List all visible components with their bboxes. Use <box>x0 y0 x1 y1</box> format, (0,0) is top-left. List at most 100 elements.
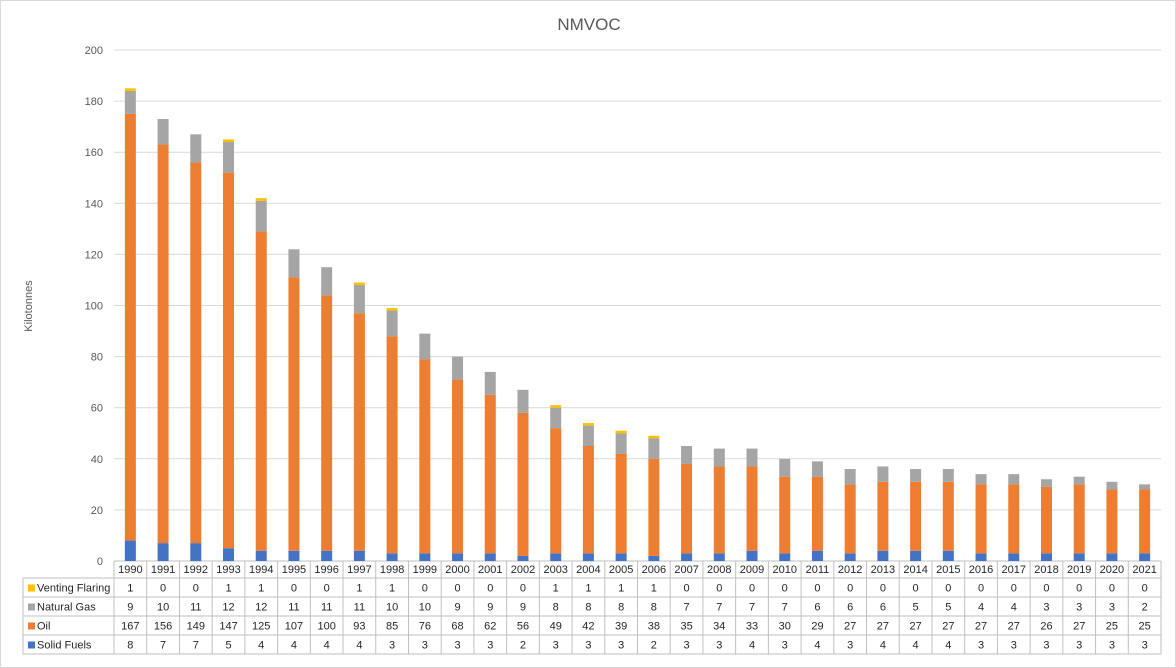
table-cell: 3 <box>1043 640 1049 652</box>
table-cell: 33 <box>746 621 758 633</box>
table-cell: 8 <box>618 602 624 614</box>
bar-segment <box>1073 553 1085 561</box>
legend-label: Solid Fuels <box>37 640 92 652</box>
bar-segment <box>975 553 987 561</box>
table-cell: 4 <box>880 640 886 652</box>
table-cell: 3 <box>847 640 853 652</box>
x-tick-label: 2005 <box>609 564 633 576</box>
bar-segment <box>1139 553 1151 561</box>
table-cell: 3 <box>1142 640 1148 652</box>
y-tick-label: 80 <box>91 352 103 364</box>
x-tick-label: 2010 <box>772 564 796 576</box>
legend-label: Venting Flaring <box>37 583 110 595</box>
chart-title: NMVOC <box>557 15 620 34</box>
bar-segment <box>484 394 496 554</box>
table-cell: 8 <box>585 602 591 614</box>
bar-segment <box>190 543 202 561</box>
bar-segment <box>713 448 725 467</box>
table-cell: 68 <box>451 621 463 633</box>
table-cell: 4 <box>749 640 755 652</box>
bar-segment <box>1139 489 1151 554</box>
bar-segment <box>255 550 267 561</box>
x-tick-label: 1991 <box>151 564 175 576</box>
bar-segment <box>877 481 889 551</box>
table-cell: 9 <box>487 602 493 614</box>
bar-segment <box>124 88 136 91</box>
bar-segment <box>975 484 987 554</box>
bar-segment <box>353 313 365 551</box>
bar-segment <box>386 336 398 554</box>
y-tick-label: 180 <box>85 96 103 108</box>
bar-segment <box>484 371 496 395</box>
bar-segment <box>288 249 300 278</box>
bar-segment <box>419 333 431 360</box>
table-cell: 2 <box>1142 602 1148 614</box>
table-cell: 0 <box>324 583 330 595</box>
bar-segment <box>811 476 823 551</box>
table-cell: 0 <box>422 583 428 595</box>
table-cell: 3 <box>487 640 493 652</box>
table-cell: 3 <box>422 640 428 652</box>
bar-segment <box>321 295 333 551</box>
bar-segment <box>321 267 333 296</box>
table-cell: 1 <box>356 583 362 595</box>
table-cell: 0 <box>1142 583 1148 595</box>
bar-segment <box>1008 474 1020 485</box>
table-cell: 38 <box>648 621 660 633</box>
table-cell: 3 <box>978 640 984 652</box>
bar-segment <box>452 553 464 561</box>
table-cell: 6 <box>847 602 853 614</box>
table-cell: 1 <box>258 583 264 595</box>
table-cell: 76 <box>419 621 431 633</box>
x-tick-label: 1998 <box>380 564 404 576</box>
bar-segment <box>550 405 562 408</box>
y-tick-label: 200 <box>85 45 103 57</box>
table-cell: 3 <box>1109 602 1115 614</box>
table-cell: 3 <box>1076 640 1082 652</box>
bar-segment <box>746 448 758 467</box>
legend-swatch <box>28 584 35 592</box>
bar-segment <box>124 113 136 541</box>
table-cell: 0 <box>291 583 297 595</box>
table-cell: 0 <box>880 583 886 595</box>
table-cell: 0 <box>782 583 788 595</box>
x-tick-label: 2019 <box>1067 564 1091 576</box>
legend-swatch <box>28 603 35 611</box>
y-tick-label: 20 <box>91 505 103 517</box>
bar-segment <box>1040 486 1052 554</box>
y-tick-label: 140 <box>85 198 103 210</box>
table-cell: 3 <box>1109 640 1115 652</box>
table-cell: 0 <box>487 583 493 595</box>
bar-segment <box>1106 489 1118 554</box>
table-cell: 27 <box>1073 621 1085 633</box>
table-cell: 4 <box>945 640 951 652</box>
bar-segment <box>844 553 856 561</box>
bar-segment <box>157 118 169 145</box>
table-cell: 4 <box>814 640 820 652</box>
table-cell: 0 <box>913 583 919 595</box>
bar-segment <box>223 548 235 561</box>
x-tick-label: 2003 <box>543 564 567 576</box>
table-cell: 100 <box>317 621 335 633</box>
x-tick-label: 2021 <box>1132 564 1156 576</box>
bar-segment <box>190 134 202 163</box>
bar-segment <box>1008 484 1020 554</box>
y-tick-label: 100 <box>85 301 103 313</box>
table-cell: 12 <box>255 602 267 614</box>
table-cell: 12 <box>222 602 234 614</box>
table-cell: 27 <box>942 621 954 633</box>
bar-segment <box>452 356 464 380</box>
bar-segment <box>779 553 791 561</box>
bar-segment <box>124 540 136 561</box>
table-cell: 3 <box>454 640 460 652</box>
bar-segment <box>713 466 725 554</box>
table-cell: 9 <box>454 602 460 614</box>
table-cell: 10 <box>419 602 431 614</box>
x-tick-label: 2001 <box>478 564 502 576</box>
bar-segment <box>223 141 235 173</box>
x-tick-label: 2020 <box>1100 564 1124 576</box>
table-cell: 27 <box>909 621 921 633</box>
y-tick-label: 60 <box>91 403 103 415</box>
bar-segment <box>452 379 464 554</box>
